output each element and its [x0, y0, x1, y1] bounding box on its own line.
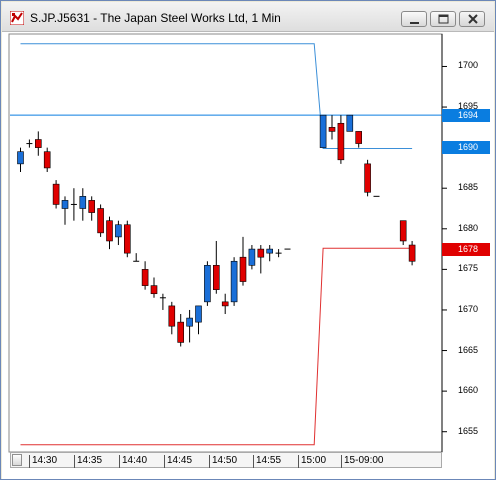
price-tag: 1690 [442, 141, 490, 155]
candle-down[interactable] [150, 285, 158, 295]
x-tick-label: 14:30 [32, 455, 58, 466]
y-tick-label: 1670 [458, 303, 479, 314]
candle-up[interactable] [319, 114, 327, 148]
maximize-icon [438, 14, 449, 24]
x-tick-label: 15:00 [301, 455, 327, 466]
x-tick-separator [341, 455, 342, 468]
candle-up[interactable] [230, 260, 238, 303]
x-tick-label: 14:50 [212, 455, 238, 466]
candle-up[interactable] [204, 265, 211, 303]
scrollbar-thumb[interactable] [12, 454, 22, 466]
candle-up[interactable] [79, 196, 87, 209]
upper-band-line [20, 43, 413, 149]
close-button[interactable] [459, 11, 485, 27]
price-chart[interactable] [2, 32, 494, 479]
y-tick-label: 1695 [458, 101, 479, 112]
x-tick-separator [29, 455, 30, 468]
candle-up[interactable] [248, 248, 256, 266]
candle-down[interactable] [221, 301, 229, 307]
minimize-button[interactable] [401, 11, 427, 27]
candle-down[interactable] [124, 224, 131, 254]
candle-down[interactable] [257, 248, 265, 258]
candle-down[interactable] [355, 131, 363, 144]
candle-up[interactable] [61, 200, 69, 209]
y-tick-label: 1660 [458, 385, 479, 396]
candle-down[interactable] [213, 265, 220, 290]
x-tick-separator [209, 455, 210, 468]
x-tick-label: 14:55 [256, 455, 282, 466]
window-title: S.JP.J5631 - The Japan Steel Works Ltd, … [30, 11, 281, 25]
y-tick-label: 1700 [458, 60, 479, 71]
candle-down[interactable] [239, 256, 247, 282]
x-tick-separator [298, 455, 299, 468]
candle-down[interactable] [408, 244, 416, 262]
price-tag: 1678 [442, 242, 490, 256]
app-icon [10, 11, 24, 25]
lower-band-line [20, 247, 413, 446]
candle-down[interactable] [337, 122, 345, 161]
maximize-button[interactable] [430, 11, 456, 27]
candle-up[interactable] [115, 224, 122, 238]
price-axis: 1700 1695 1690 1685 1680 1675 1670 1665 1660 1655… [442, 32, 494, 452]
title-bar[interactable]: S.JP.J5631 - The Japan Steel Works Ltd, … [2, 2, 494, 32]
y-tick-label: 1680 [458, 222, 479, 233]
candle-down[interactable] [364, 163, 371, 193]
candle-up[interactable] [17, 151, 24, 165]
candle-down[interactable] [88, 200, 95, 213]
candle-down[interactable] [106, 220, 113, 242]
y-tick-label: 1685 [458, 182, 479, 193]
x-tick-label: 14:45 [167, 455, 193, 466]
chart-area[interactable]: 1700 1695 1690 1685 1680 1675 1670 1665 1660 1655… [2, 32, 494, 479]
candle-down[interactable] [177, 321, 184, 343]
candle-up[interactable] [266, 248, 274, 254]
plot-border [8, 33, 443, 453]
x-tick-separator [164, 455, 165, 468]
candle-down[interactable] [43, 151, 51, 169]
x-tick-label: 14:35 [77, 455, 103, 466]
candle-down[interactable] [168, 305, 176, 327]
x-tick-label: 14:40 [122, 455, 148, 466]
close-icon [468, 14, 478, 24]
price-tag: 1694 [442, 108, 490, 122]
x-tick-separator [119, 455, 120, 468]
time-axis: 14:30 14:35 14:40 14:45 14:50 14:55 15:00 15-09… [22, 455, 442, 468]
candle-up[interactable] [186, 317, 193, 327]
x-tick-separator [74, 455, 75, 468]
candle-up[interactable] [195, 305, 202, 323]
candle-up[interactable] [346, 114, 354, 132]
candle-down[interactable] [399, 220, 407, 242]
candle-down[interactable] [328, 127, 336, 132]
x-tick-separator [253, 455, 254, 468]
x-tick-label: 15-09:00 [344, 455, 384, 466]
y-tick-label: 1655 [458, 425, 479, 436]
candle-down[interactable] [52, 183, 60, 205]
minimize-icon [410, 22, 419, 24]
candle-down[interactable] [141, 269, 149, 286]
candle-down[interactable] [34, 139, 42, 148]
y-tick-label: 1665 [458, 344, 479, 355]
candle-down[interactable] [97, 208, 104, 234]
horizontal-scrollbar[interactable] [10, 452, 442, 468]
y-tick-label: 1675 [458, 263, 479, 274]
